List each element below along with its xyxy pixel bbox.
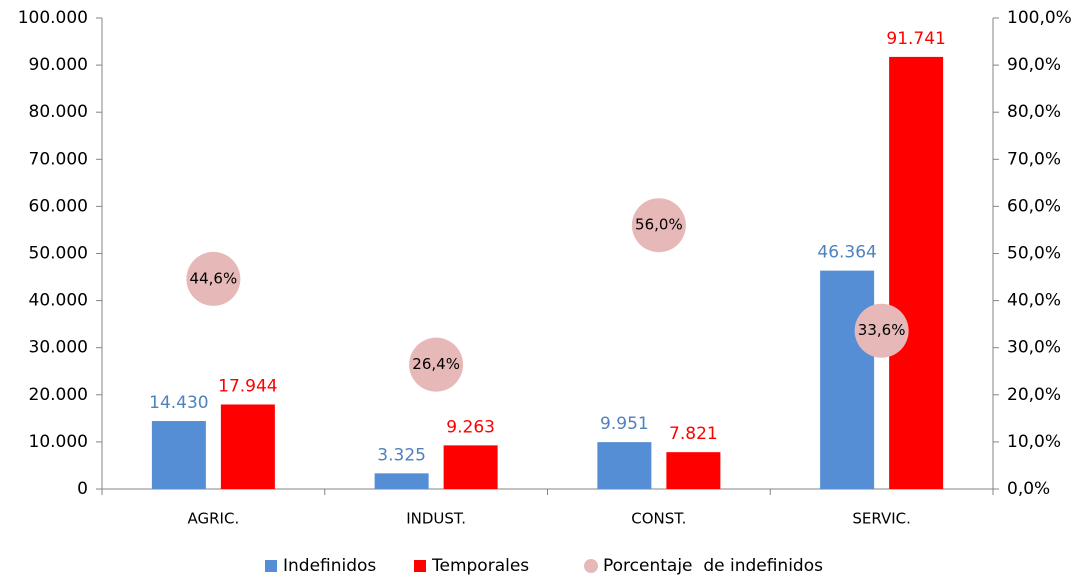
bar-value-label: 46.364 [817, 243, 876, 263]
y2-tick-label: 0,0% [1007, 479, 1050, 499]
legend-marker [265, 560, 277, 572]
bar [597, 442, 652, 489]
point [854, 303, 909, 358]
y2-tick-label: 100,0% [1007, 8, 1072, 28]
point-value-label: 26,4% [412, 355, 460, 373]
bar-value-label: 9.263 [446, 417, 495, 437]
y2-tick-label: 80,0% [1007, 102, 1061, 122]
bar-value-label: 7.821 [669, 424, 718, 444]
y-tick-label: 20.000 [29, 385, 88, 405]
x-tick-label: CONST. [631, 510, 686, 528]
bar [220, 404, 275, 489]
bar-value-label: 3.325 [377, 445, 426, 465]
bar [889, 56, 944, 489]
y-tick-label: 100.000 [18, 8, 88, 28]
x-tick-label: SERVIC. [852, 510, 911, 528]
point-value-label: 44,6% [190, 269, 238, 287]
x-tick-label: AGRIC. [188, 510, 240, 528]
y-tick-label: 80.000 [29, 102, 88, 122]
bar-value-label: 91.741 [886, 29, 945, 49]
y2-tick-label: 40,0% [1007, 291, 1061, 311]
y2-tick-label: 70,0% [1007, 149, 1061, 169]
y2-tick-label: 50,0% [1007, 244, 1061, 264]
y-tick-label: 40.000 [29, 291, 88, 311]
legend-marker [584, 559, 598, 573]
bar [443, 445, 498, 489]
y-tick-label: 0 [77, 479, 88, 499]
bar-value-label: 9.951 [600, 414, 649, 434]
y2-tick-label: 30,0% [1007, 338, 1061, 358]
point-value-label: 56,0% [635, 216, 683, 234]
y-tick-label: 60.000 [29, 196, 88, 216]
bar [666, 452, 721, 489]
y2-tick-label: 20,0% [1007, 385, 1061, 405]
y2-tick-label: 10,0% [1007, 432, 1061, 452]
bar-value-label: 17.944 [218, 376, 277, 396]
x-tick-label: INDUST. [406, 510, 466, 528]
point [631, 198, 686, 253]
legend-label: Temporales [431, 556, 529, 576]
y-tick-label: 50.000 [29, 244, 88, 264]
point [186, 251, 241, 306]
bar-value-label: 14.430 [149, 393, 208, 413]
y-tick-label: 90.000 [29, 55, 88, 75]
y-tick-label: 10.000 [29, 432, 88, 452]
y2-tick-label: 60,0% [1007, 196, 1061, 216]
point [409, 337, 464, 392]
bar [151, 421, 206, 489]
y-tick-label: 30.000 [29, 338, 88, 358]
y2-tick-label: 90,0% [1007, 55, 1061, 75]
legend-label: Indefinidos [283, 556, 376, 576]
y-tick-label: 70.000 [29, 149, 88, 169]
bar [820, 270, 875, 489]
bar [374, 473, 429, 489]
legend-marker [414, 560, 426, 572]
point-value-label: 33,6% [858, 321, 906, 339]
legend-label: Porcentaje de indefinidos [603, 556, 823, 576]
